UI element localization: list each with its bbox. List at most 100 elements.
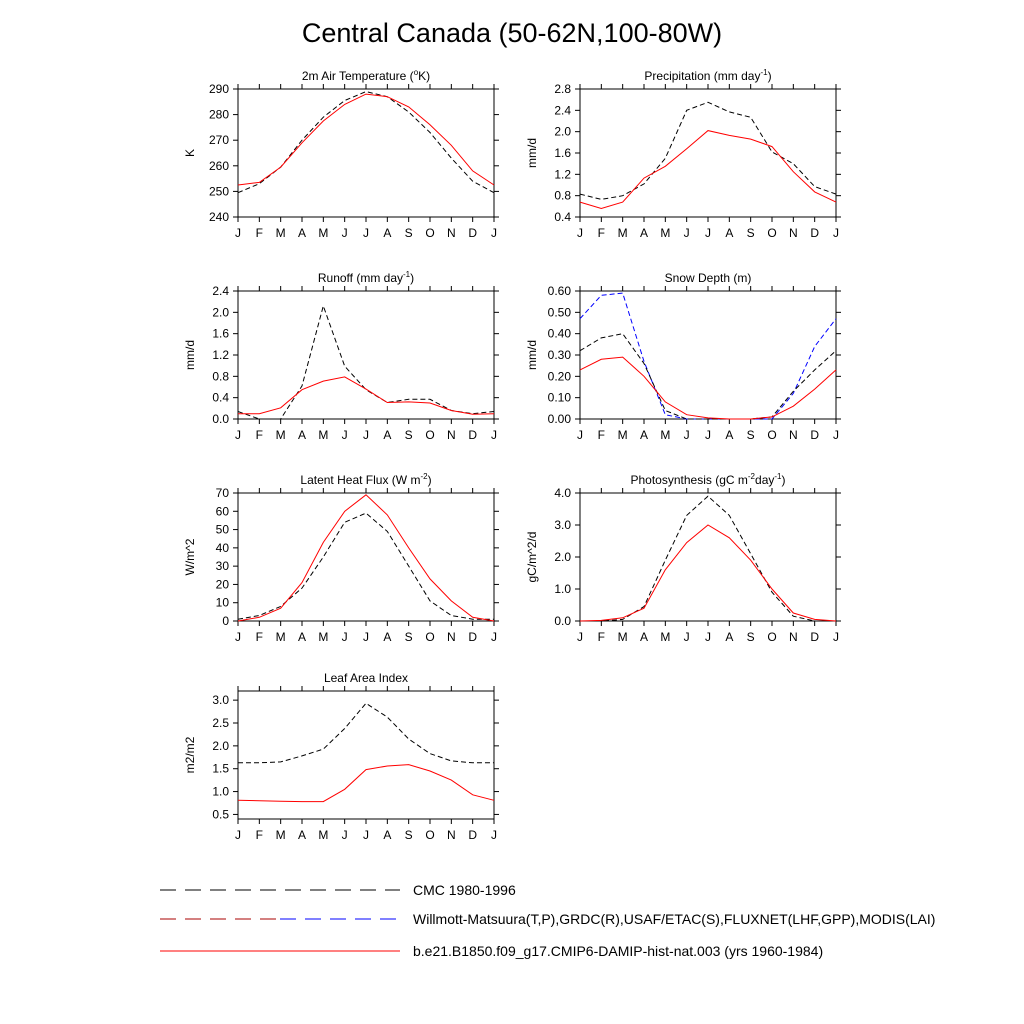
y-tick-label: 2.4 bbox=[212, 284, 229, 298]
series-line-obs bbox=[237, 304, 495, 420]
x-tick-label: N bbox=[447, 226, 456, 240]
y-tick-label: 0.8 bbox=[554, 189, 571, 203]
x-tick-label: J bbox=[491, 630, 497, 644]
plot-frame bbox=[237, 492, 495, 622]
series-line-model bbox=[579, 524, 837, 622]
x-tick-label: J bbox=[235, 828, 241, 842]
panel-5: Latent Heat Flux (W m-2) 0 10 20 30 40 50 60 70 W… bbox=[183, 472, 499, 644]
x-tick-label: J bbox=[705, 226, 711, 240]
x-tick-label: M bbox=[276, 226, 286, 240]
x-tick-label: A bbox=[298, 828, 306, 842]
x-tick-label: M bbox=[618, 630, 628, 644]
panel-title: Runoff (mm day-1) bbox=[318, 270, 414, 285]
x-tick-label: M bbox=[276, 428, 286, 442]
x-tick-label: A bbox=[640, 630, 648, 644]
series-line-obs bbox=[237, 512, 494, 620]
x-tick-label: J bbox=[235, 226, 241, 240]
x-tick-label: A bbox=[640, 428, 648, 442]
x-tick-label: D bbox=[810, 630, 819, 644]
x-tick-label: J bbox=[833, 226, 839, 240]
y-axis-label: mm/d bbox=[183, 340, 197, 370]
y-tick-label: 2.0 bbox=[554, 550, 571, 564]
x-tick-label: A bbox=[383, 630, 391, 644]
x-tick-label: J bbox=[577, 226, 583, 240]
x-tick-label: D bbox=[810, 428, 819, 442]
panel-6: Photosynthesis (gC m-2day-1) 0.0 1.0 2.0 3.0… bbox=[525, 472, 841, 644]
y-tick-label: 0 bbox=[222, 614, 229, 628]
x-tick-label: O bbox=[767, 226, 776, 240]
title-text: Photosynthesis (gC m bbox=[631, 473, 748, 487]
x-tick-label: J bbox=[684, 630, 690, 644]
panel-title: Latent Heat Flux (W m-2) bbox=[300, 472, 431, 487]
x-tick-label: J bbox=[342, 828, 348, 842]
x-tick-label: M bbox=[660, 226, 670, 240]
y-tick-label: 0.20 bbox=[548, 369, 572, 383]
y-axis-label: gC/m^2/d bbox=[525, 532, 539, 583]
title-superscript: o bbox=[414, 68, 419, 77]
series-line-model bbox=[237, 494, 495, 622]
x-tick-label: A bbox=[298, 630, 306, 644]
x-tick-label: F bbox=[256, 828, 263, 842]
x-tick-label: F bbox=[598, 630, 605, 644]
x-tick-label: A bbox=[298, 226, 306, 240]
y-tick-label: 270 bbox=[209, 133, 229, 147]
x-tick-label: O bbox=[425, 226, 434, 240]
x-tick-label: D bbox=[468, 630, 477, 644]
panel-4: Snow Depth (m) 0.00 0.10 0.20 0.30 0.40 0.50 0.… bbox=[525, 271, 841, 442]
x-tick-label: M bbox=[660, 630, 670, 644]
y-tick-label: 290 bbox=[209, 82, 229, 96]
y-axis-label: W/m^2 bbox=[183, 538, 197, 575]
plot-frame bbox=[579, 88, 837, 218]
y-tick-label: 2.4 bbox=[554, 103, 571, 117]
panel-title: Precipitation (mm day-1) bbox=[644, 68, 771, 83]
y-axis-label: K bbox=[183, 149, 197, 157]
y-tick-label: 0.50 bbox=[548, 305, 572, 319]
panel-3: Runoff (mm day-1) 0.0 0.4 0.8 1.2 1.6 2.0 2.4 mm… bbox=[183, 270, 499, 442]
y-tick-label: 2.0 bbox=[212, 739, 229, 753]
x-tick-label: N bbox=[447, 630, 456, 644]
title-superscript: -1 bbox=[774, 472, 782, 481]
x-tick-label: J bbox=[235, 428, 241, 442]
legend-obs-label: Willmott-Matsuura(T,P),GRDC(R),USAF/ETAC… bbox=[413, 911, 935, 927]
y-tick-label: 1.2 bbox=[554, 167, 571, 181]
x-tick-label: J bbox=[705, 428, 711, 442]
series-line-obs_blue bbox=[579, 292, 837, 420]
plot-frame bbox=[237, 88, 495, 218]
series-line-obs bbox=[238, 702, 494, 764]
x-tick-label: F bbox=[256, 630, 263, 644]
y-tick-label: 10 bbox=[216, 596, 230, 610]
y-tick-label: 0.10 bbox=[548, 391, 572, 405]
title-text: Latent Heat Flux (W m bbox=[300, 473, 420, 487]
x-tick-label: O bbox=[425, 428, 434, 442]
x-tick-label: J bbox=[363, 828, 369, 842]
title-text: day bbox=[755, 473, 774, 487]
y-tick-label: 2.0 bbox=[554, 125, 571, 139]
y-tick-label: 2.8 bbox=[554, 82, 571, 96]
y-tick-label: 40 bbox=[216, 541, 230, 555]
plot-frame bbox=[237, 690, 495, 820]
x-tick-label: S bbox=[747, 630, 755, 644]
series-line-obs bbox=[579, 101, 837, 200]
x-tick-label: O bbox=[767, 630, 776, 644]
y-tick-label: 30 bbox=[216, 559, 230, 573]
y-tick-label: 0.5 bbox=[212, 807, 229, 821]
y-tick-label: 260 bbox=[209, 159, 229, 173]
x-tick-label: J bbox=[363, 630, 369, 644]
x-tick-label: M bbox=[618, 226, 628, 240]
x-tick-label: J bbox=[577, 428, 583, 442]
y-tick-label: 70 bbox=[216, 486, 230, 500]
x-tick-label: S bbox=[405, 226, 413, 240]
x-tick-label: J bbox=[363, 226, 369, 240]
panel-title: Snow Depth (m) bbox=[665, 271, 752, 285]
x-tick-label: J bbox=[342, 630, 348, 644]
y-tick-label: 0.60 bbox=[548, 284, 572, 298]
y-tick-label: 1.0 bbox=[212, 785, 229, 799]
x-tick-label: F bbox=[256, 428, 263, 442]
y-tick-label: 1.2 bbox=[212, 348, 229, 362]
x-tick-label: O bbox=[767, 428, 776, 442]
panel-7: Leaf Area Index 0.5 1.0 1.5 2.0 2.5 3.0 m2/m2 J F… bbox=[183, 671, 499, 842]
x-tick-label: M bbox=[318, 828, 328, 842]
y-axis-label: mm/d bbox=[525, 340, 539, 370]
y-tick-label: 60 bbox=[216, 504, 230, 518]
